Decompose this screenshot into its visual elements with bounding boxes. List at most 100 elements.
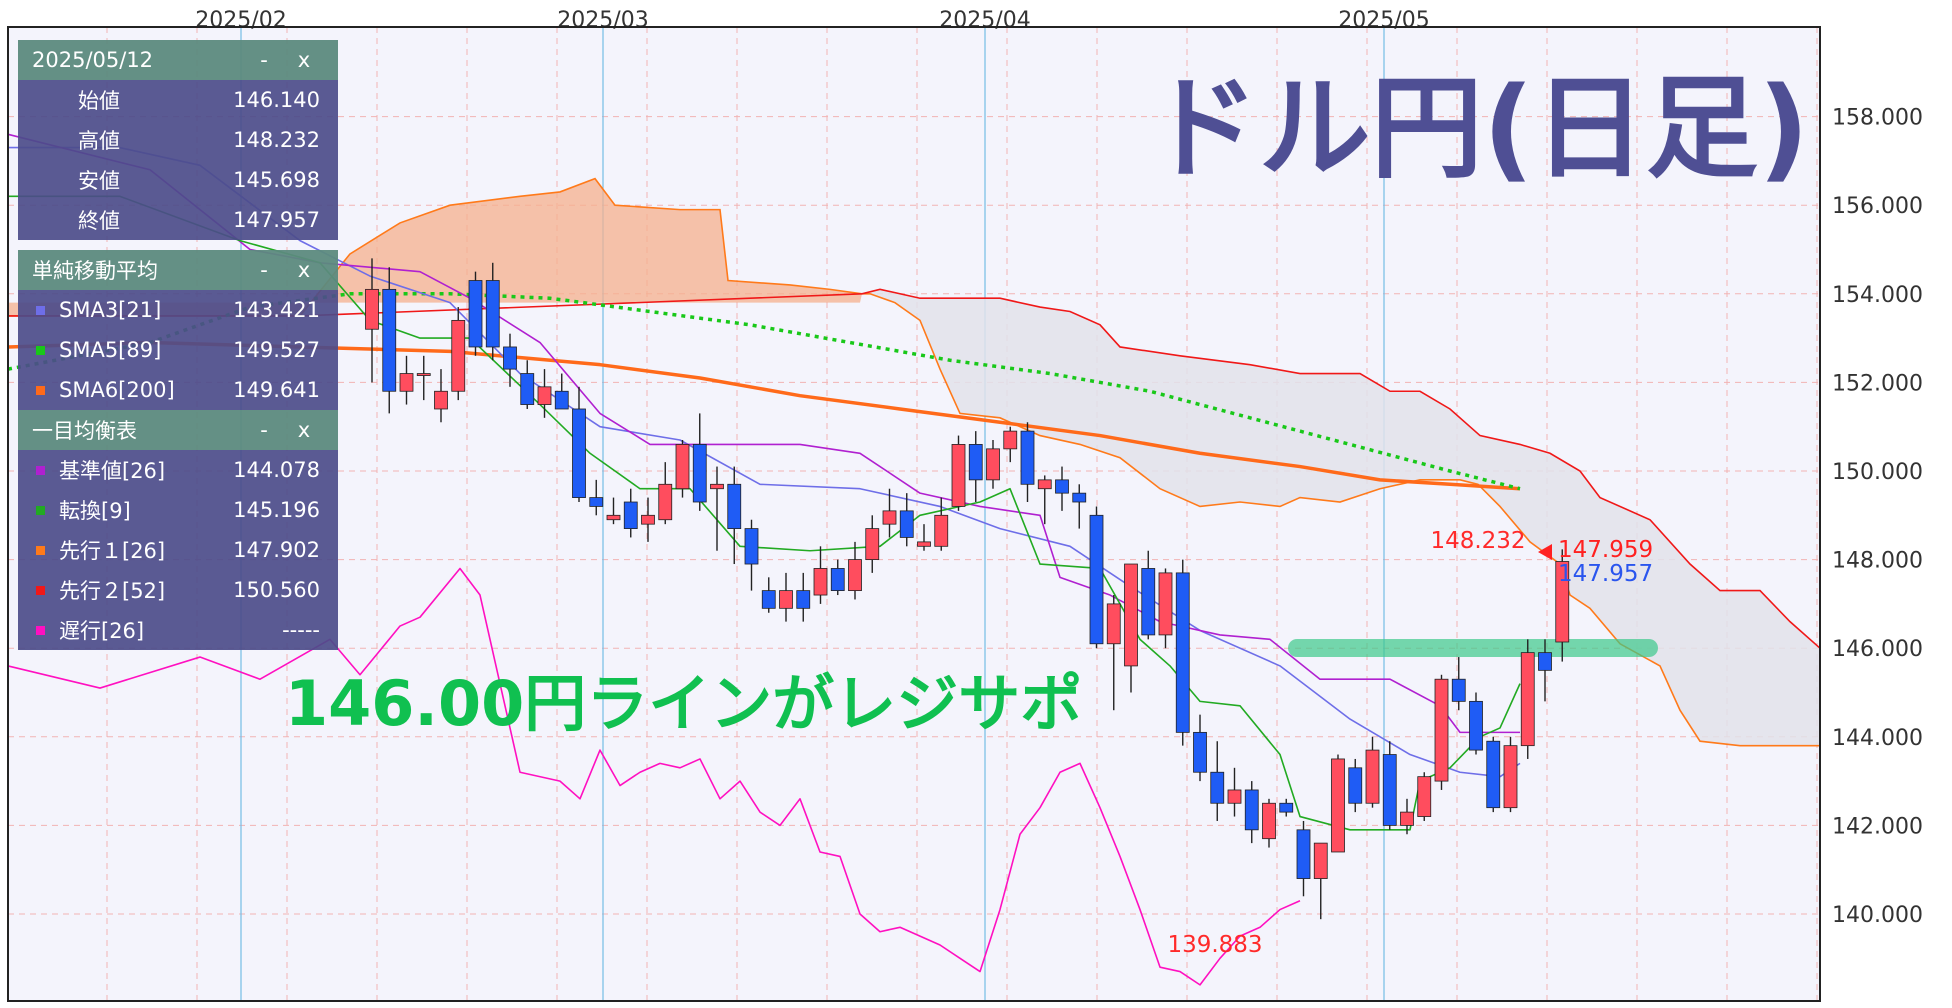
candle-body <box>606 514 621 521</box>
ichimoku-value: 150.560 <box>233 578 320 602</box>
candle-body <box>899 510 914 538</box>
candle-body <box>934 514 949 547</box>
legend-swatch <box>36 625 45 635</box>
candle-body <box>1175 572 1190 733</box>
candle-body <box>1003 430 1018 450</box>
candle-body <box>1296 829 1311 879</box>
ohlc-label: 安値 <box>78 169 120 193</box>
candle-body <box>865 528 880 561</box>
candle-body <box>951 444 966 507</box>
ohlc-label: 高値 <box>78 129 120 153</box>
indicator-lines <box>7 133 1521 986</box>
legend-swatch <box>36 385 45 395</box>
candle-body <box>1538 652 1552 671</box>
candle-body <box>1089 514 1104 645</box>
ichimoku-row-span1: 先行１[26] 147.902 <box>18 530 338 570</box>
candle-body <box>1055 479 1069 494</box>
candle-body <box>761 590 776 609</box>
candle-body <box>1313 842 1328 879</box>
candle-body <box>1469 700 1483 751</box>
candle-body <box>589 497 604 507</box>
ohlc-value: 146.140 <box>233 88 320 112</box>
candle-body <box>882 510 897 525</box>
candle-body <box>1124 563 1138 667</box>
minimize-button[interactable]: - <box>260 258 268 282</box>
ichimoku-label: 基準値[26] <box>59 459 166 483</box>
candle-body <box>1158 572 1173 636</box>
candle-body <box>1020 430 1035 485</box>
sma-value: 149.527 <box>233 338 320 362</box>
y-tick-label: 154.000 <box>1832 283 1923 308</box>
price-tag-bid: 147.957 <box>1558 561 1653 587</box>
high-label: 148.232 <box>1430 528 1525 554</box>
candle-body <box>520 373 535 405</box>
tenkan-line <box>8 195 1521 831</box>
ohlc-date: 2025/05/12 <box>32 48 154 72</box>
cloud-bullish <box>8 178 862 316</box>
sma-label: SMA5[89] <box>59 338 162 362</box>
candle-body <box>1193 731 1207 773</box>
ohlc-row-close: 終値 147.957 <box>18 200 338 240</box>
chikou-line <box>7 567 1301 986</box>
ichimoku-row-span2: 先行２[52] 150.560 <box>18 570 338 610</box>
candle-body <box>779 590 793 609</box>
sma-label: SMA3[21] <box>59 298 162 322</box>
close-button[interactable]: x <box>297 418 311 442</box>
candle-body <box>848 559 862 592</box>
candle-body <box>710 483 724 490</box>
candle-body <box>641 514 655 525</box>
sma-row-6: SMA6[200] 149.641 <box>18 370 338 410</box>
y-tick-label: 140.000 <box>1832 903 1923 928</box>
ohlc-panel: 2025/05/12 - x 始値 146.140 高値 148.232 安値 145… <box>18 40 338 240</box>
y-tick-label: 144.000 <box>1832 726 1923 751</box>
ichimoku-cloud <box>8 177 1821 747</box>
y-tick-label: 158.000 <box>1832 106 1923 131</box>
ohlc-value: 148.232 <box>233 128 320 152</box>
ohlc-panel-header: 2025/05/12 - x <box>18 40 338 80</box>
candle-body <box>537 386 552 405</box>
candle-body <box>1503 745 1518 809</box>
candle-body <box>1555 561 1570 643</box>
sma-panel-header: 単純移動平均 - x <box>18 250 338 290</box>
ichimoku-label: 先行２[52] <box>59 579 166 603</box>
sma-label: SMA6[200] <box>59 378 175 402</box>
candle-body <box>917 541 931 547</box>
sma-89-line <box>7 292 1521 491</box>
candle-body <box>572 408 586 498</box>
candle-body <box>1382 754 1397 826</box>
y-tick-label: 142.000 <box>1832 814 1923 839</box>
candle-body <box>692 444 707 503</box>
minimize-button[interactable]: - <box>260 418 268 442</box>
candle-body <box>986 448 1000 481</box>
minimize-button[interactable]: - <box>260 48 268 72</box>
close-button[interactable]: x <box>297 258 311 282</box>
ichimoku-value: ----- <box>282 618 320 642</box>
ichimoku-title: 一目均衡表 <box>32 419 137 443</box>
candle-body <box>1072 492 1087 503</box>
candle-body <box>1451 678 1466 702</box>
candle-body <box>658 483 673 521</box>
leading-span-1 <box>8 177 1820 747</box>
legend-swatch <box>36 345 45 355</box>
legend-swatch <box>36 585 45 595</box>
candle-body <box>830 568 845 592</box>
ohlc-label: 始値 <box>78 89 120 113</box>
candle-body <box>1365 749 1380 804</box>
price-marker-icon <box>1538 544 1552 560</box>
candle-body <box>1106 603 1121 645</box>
candle-body <box>813 568 828 596</box>
candle-body <box>382 288 397 392</box>
price-tag-ask: 147.959 <box>1558 537 1653 563</box>
x-tick-label: 2025/05 <box>1338 8 1429 33</box>
candle-body <box>468 280 483 348</box>
x-tick-label: 2025/02 <box>195 8 286 33</box>
candles <box>365 258 1570 920</box>
ohlc-row-low: 安値 145.698 <box>18 160 338 200</box>
candle-body <box>1227 789 1242 804</box>
close-button[interactable]: x <box>297 48 311 72</box>
x-tick-label: 2025/03 <box>557 8 648 33</box>
ichimoku-value: 147.902 <box>233 538 320 562</box>
ichimoku-label: 転換[9] <box>59 499 131 523</box>
ichimoku-value: 145.196 <box>233 498 320 522</box>
sma-panel: 単純移動平均 - x SMA3[21] 143.421 SMA5[89] 149.5… <box>18 250 338 410</box>
